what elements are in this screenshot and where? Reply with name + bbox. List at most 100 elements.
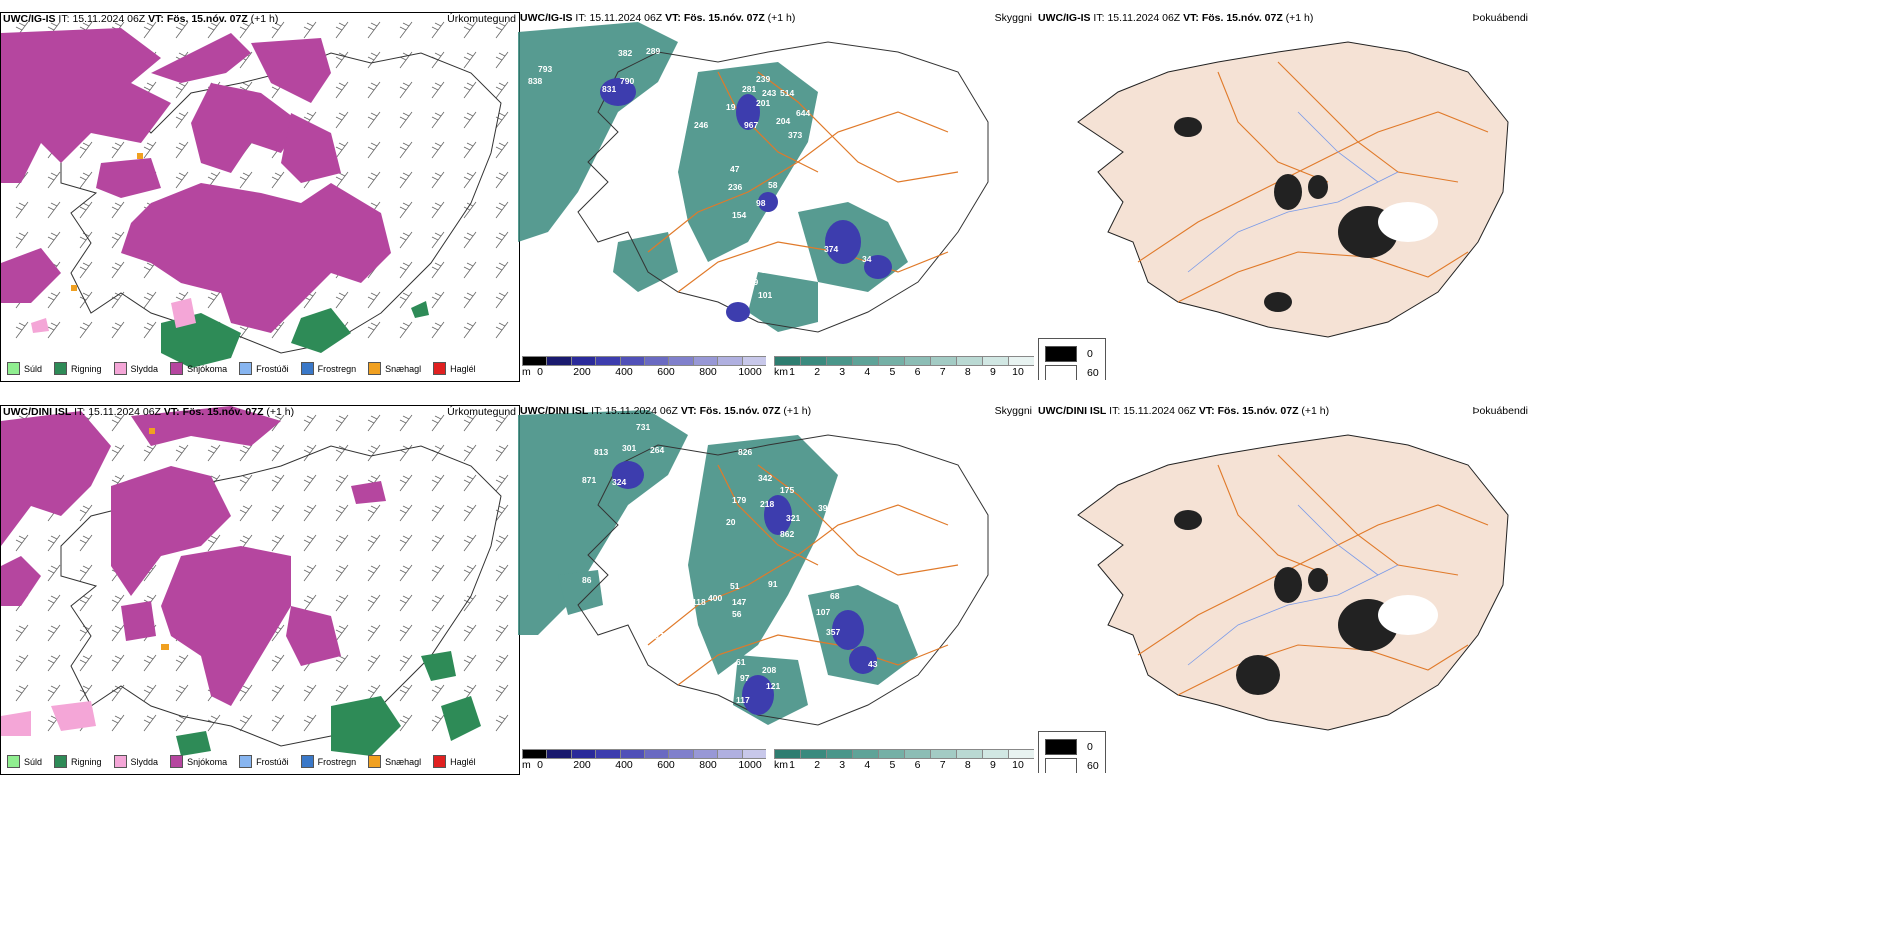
header-fog-top: UWC/IG-IS IT: 15.11.2024 06Z VT: Fös. 15… [1038, 12, 1314, 24]
ceiling-height-label: 117 [736, 695, 750, 705]
colorbar-cell [1008, 749, 1034, 759]
fog-legend-bottom: 0 60 [1038, 731, 1106, 773]
wind-barb [143, 21, 157, 39]
wind-barb [367, 21, 381, 39]
legend-label: Frostregn [317, 756, 357, 767]
fog-legend-item: 60 [1045, 365, 1099, 380]
legend-label: Súld [24, 756, 43, 767]
wind-barb [495, 81, 509, 99]
colorbar-cell [522, 356, 547, 366]
wind-barb [47, 171, 61, 189]
wind-barb [271, 21, 285, 39]
wind-barb [79, 624, 93, 642]
wind-barb [399, 21, 413, 39]
wind-barb [271, 534, 285, 552]
wind-barb [431, 291, 445, 309]
ceiling-height-label: 201 [756, 98, 770, 108]
ceiling-height-label: 813 [594, 447, 608, 457]
header-visibility-bottom: UWC/DINI ISL IT: 15.11.2024 06Z VT: Fös.… [520, 405, 812, 417]
ceiling-height-label: 382 [618, 48, 632, 58]
wind-barb [335, 291, 349, 309]
colorbar-tick: 1000 [738, 759, 762, 771]
ceiling-height-label: 324 [612, 477, 626, 487]
colorbar-cell [619, 356, 645, 366]
ceiling-height-label: 121 [766, 681, 780, 691]
legend-label: Rigning [71, 756, 102, 767]
wind-barb [207, 534, 221, 552]
precip-legend-item: Frostúði [239, 755, 289, 768]
wind-barb [495, 21, 509, 39]
wind-barb [399, 684, 413, 702]
colorbar-unit: km [774, 366, 788, 378]
legend-swatch [300, 362, 314, 375]
precip-legend-bottom: Súld Rigning Slydda Snjókoma Frostúði Frostre… [7, 755, 476, 768]
ceiling-height-label: 342 [758, 473, 772, 483]
ceiling-height-label: 179 [732, 495, 746, 505]
legend-label: 60 [1087, 367, 1099, 379]
wind-barb [399, 321, 413, 339]
wind-barb [463, 444, 477, 462]
wind-barb [303, 474, 317, 492]
wind-barb [463, 21, 477, 39]
ceiling-height-label: 382 [772, 425, 786, 435]
wind-barb [79, 201, 93, 219]
precip-legend-item: Snjókoma [170, 362, 227, 375]
ceiling-height-label: 398 [658, 211, 672, 221]
wind-barb [399, 141, 413, 159]
wind-barb [47, 321, 61, 339]
ceiling-height-label: 731 [636, 422, 650, 432]
wind-barb [367, 171, 381, 189]
wind-barb [335, 684, 349, 702]
colorbar-tick: 7 [939, 366, 946, 378]
legend-label: Frostregn [317, 363, 357, 374]
wind-barb [111, 231, 125, 249]
legend-swatch [368, 755, 382, 768]
wind-barb [143, 684, 157, 702]
wind-barb [431, 111, 445, 129]
ceiling-height-label: 20 [726, 517, 736, 527]
ceiling-height-label: 31 [814, 583, 824, 593]
wind-barb [463, 321, 477, 339]
wind-barb [111, 261, 125, 279]
wind-barb [111, 654, 125, 672]
ceiling-height-label: 109 [744, 277, 758, 287]
colorbar-tick: 800 [699, 759, 717, 771]
wind-barb [47, 231, 61, 249]
visibility-colorbar-top: km 1 2 3 4 5 6 7 8 9 10 [774, 356, 1034, 380]
wind-barb [431, 81, 445, 99]
colorbar-cell [800, 356, 826, 366]
ceiling-height-label: 34 [862, 254, 872, 264]
wind-barb [271, 444, 285, 462]
legend-label: Haglél [450, 756, 476, 767]
wind-barb [239, 21, 253, 39]
colorbar-cell [956, 749, 982, 759]
wind-barb [335, 21, 349, 39]
legend-swatch [1045, 346, 1077, 362]
iceland-outline [577, 41, 989, 333]
wind-barb [431, 504, 445, 522]
wind-barb [431, 564, 445, 582]
wind-barb [79, 594, 93, 612]
colorbar-cell [741, 356, 767, 366]
legend-swatch [433, 755, 447, 768]
ceiling-height-label: 32 [668, 77, 678, 87]
ceiling-height-label: 321 [786, 513, 800, 523]
header-visibility-top: UWC/IG-IS IT: 15.11.2024 06Z VT: Fös. 15… [520, 12, 796, 24]
wind-barb [303, 504, 317, 522]
legend-swatch [300, 755, 314, 768]
ceiling-height-label: 97 [740, 673, 750, 683]
fog-legend-item: 0 [1045, 739, 1099, 755]
colorbar-cell [774, 356, 800, 366]
wind-barb [239, 171, 253, 189]
legend-swatch [1045, 739, 1077, 755]
wind-barb [399, 51, 413, 69]
wind-barb [143, 444, 157, 462]
wind-barb [175, 81, 189, 99]
colorbar-tick: 600 [657, 759, 675, 771]
colorbar-tick: 2 [814, 366, 821, 378]
ceiling-height-label: 318 [635, 108, 649, 118]
wind-barb [367, 564, 381, 582]
ceiling-height-label: 400 [708, 593, 722, 603]
wind-barb [239, 504, 253, 522]
wind-barb [207, 21, 221, 39]
